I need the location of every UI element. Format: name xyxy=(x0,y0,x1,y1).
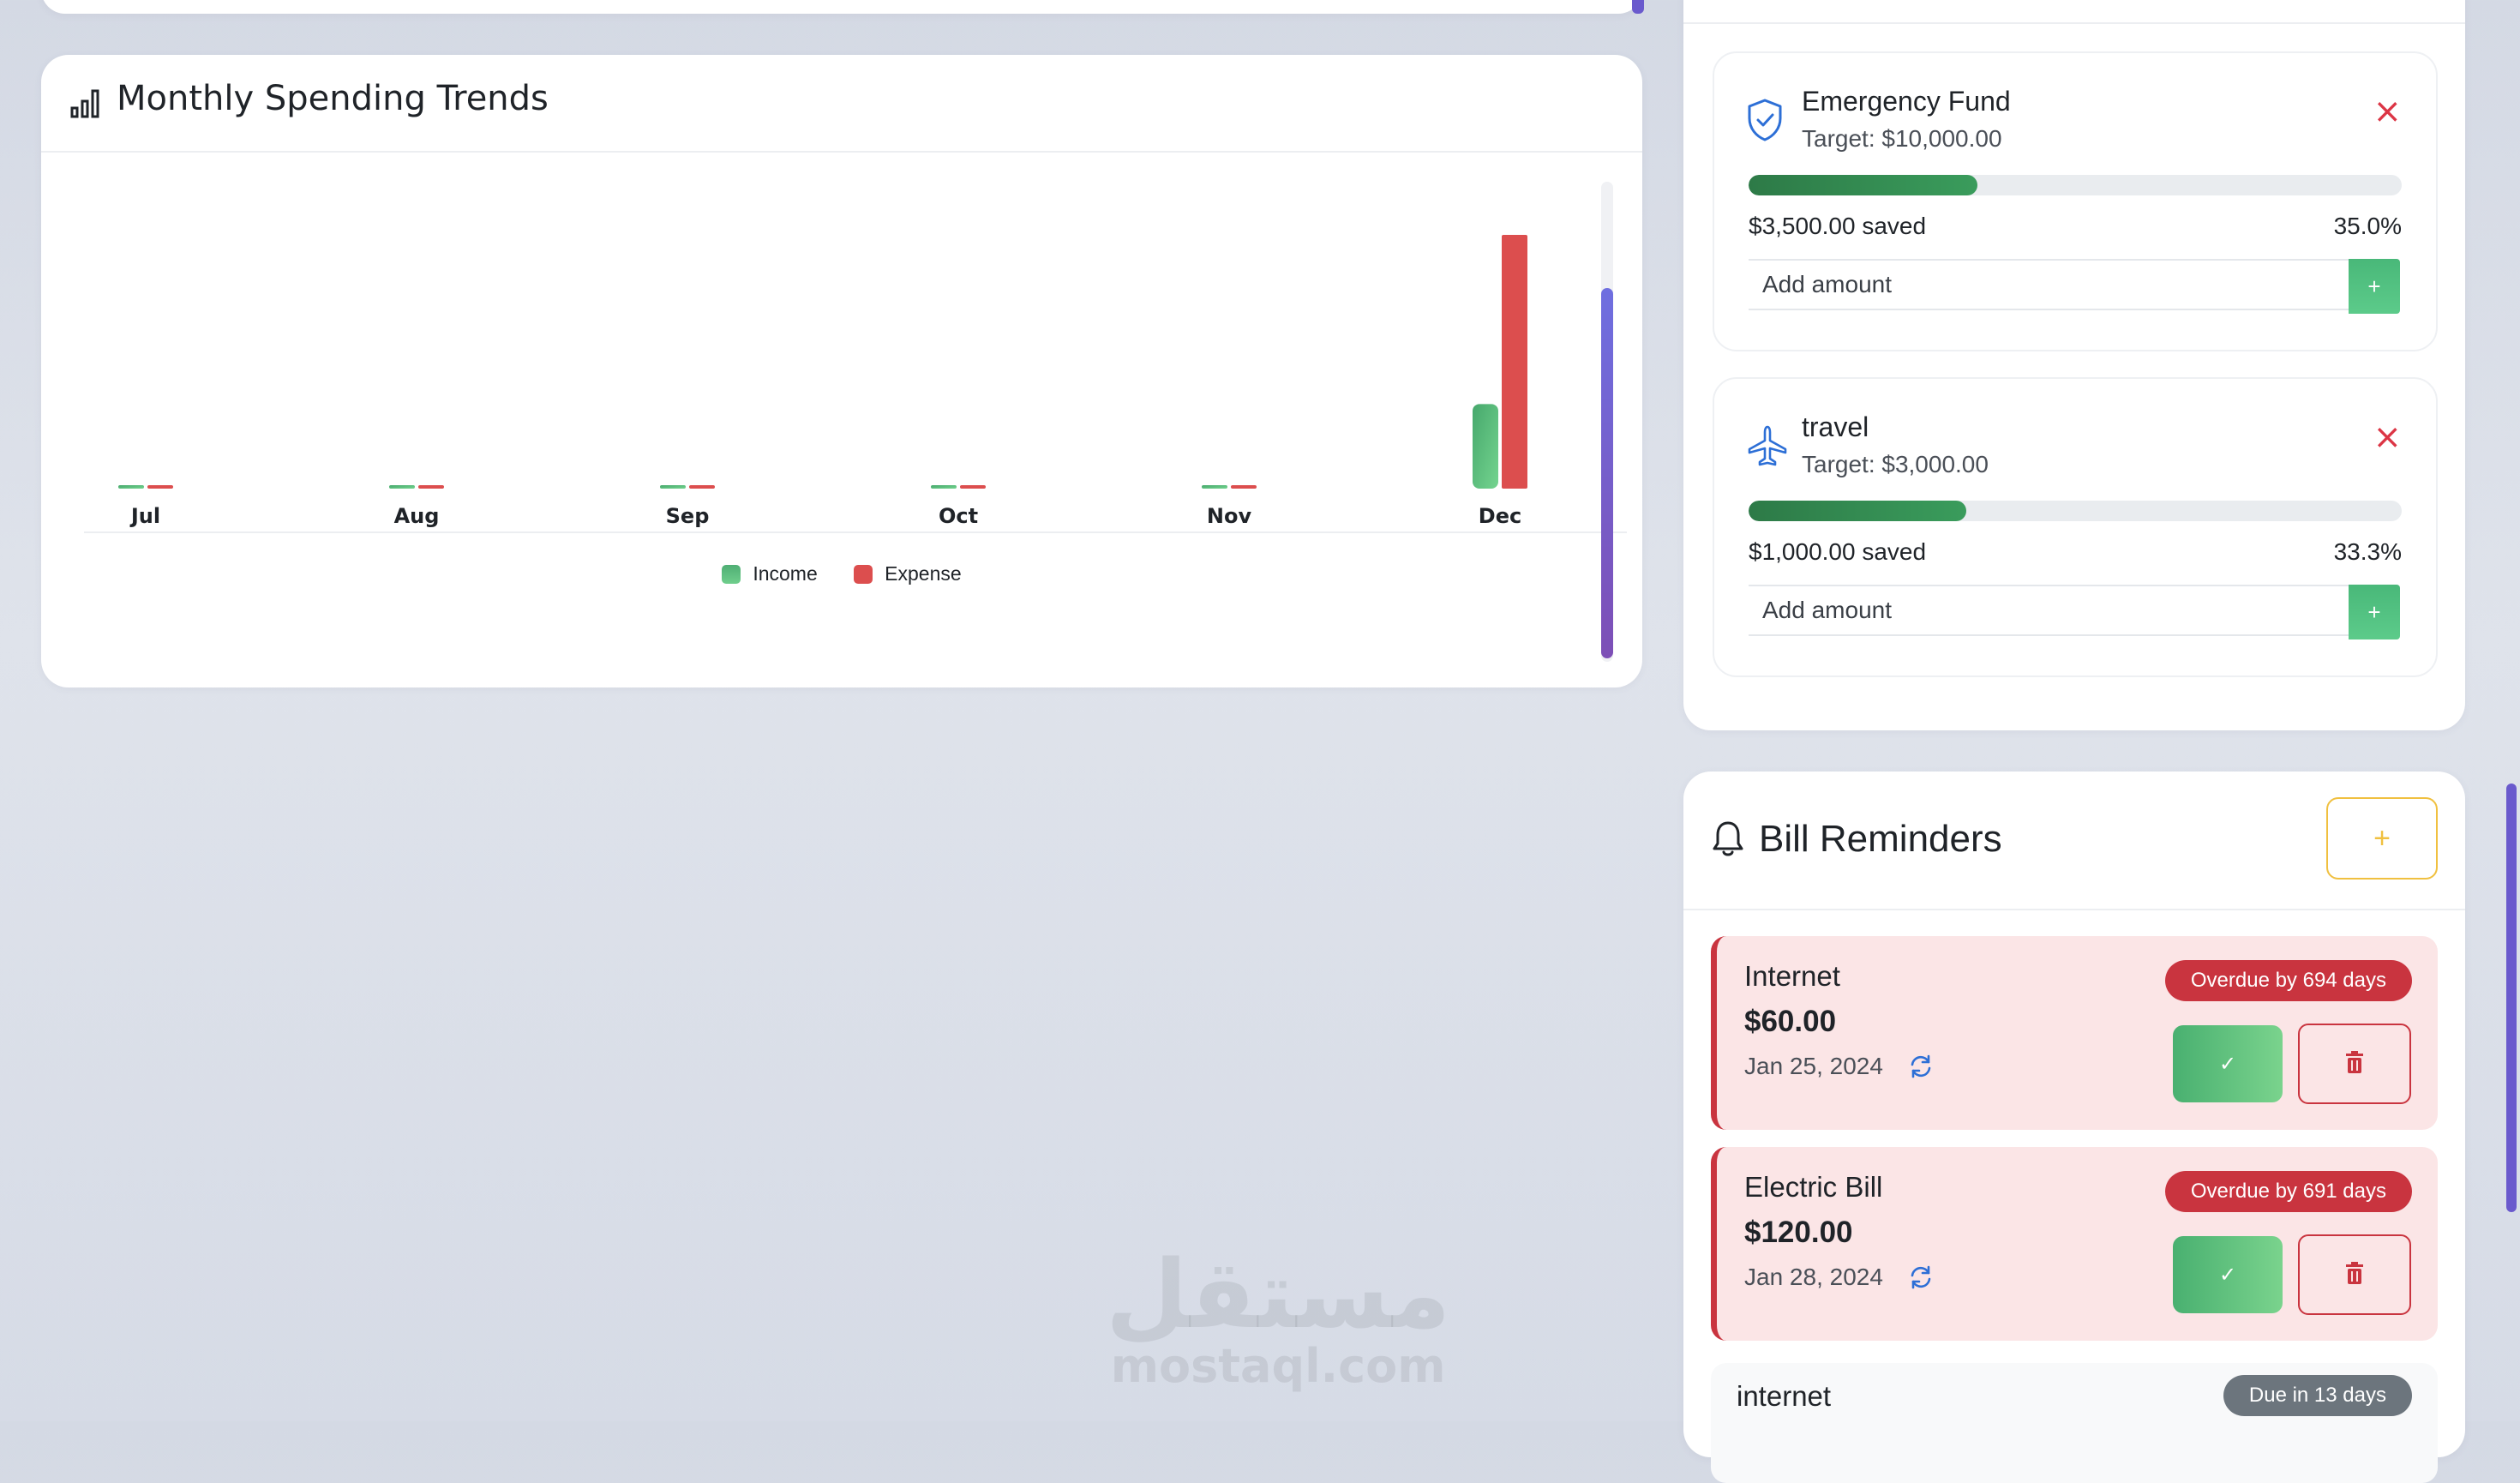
savings-goals-card: Emergency Fund Target: $10,000.00 × $3,5… xyxy=(1683,0,2465,730)
goal-progress-fill xyxy=(1749,175,1977,195)
recurring-icon xyxy=(1907,1053,1935,1084)
trash-icon xyxy=(2344,1261,2365,1288)
mark-paid-button[interactable]: ✓ xyxy=(2173,1236,2283,1313)
x-tick-label: Nov xyxy=(1207,504,1252,528)
goal-target: Target: $10,000.00 xyxy=(1802,125,2002,152)
watermark-arabic: مستقل xyxy=(1106,1240,1451,1349)
airplane-icon xyxy=(1745,423,1790,471)
goal-saved-amount: $3,500.00 saved xyxy=(1749,213,1927,239)
goal-progress-bar xyxy=(1749,501,2402,521)
page-scrollbar-thumb[interactable] xyxy=(2506,784,2517,1212)
spending-bar-chart: Jul Aug Sep Oct Nov Dec xyxy=(118,235,1527,528)
goal-add-amount-button[interactable]: + xyxy=(2349,259,2400,314)
overdue-status-badge: Overdue by 694 days xyxy=(2164,960,2412,1001)
x-tick-label: Oct xyxy=(939,504,978,528)
spending-trends-header: Monthly Spending Trends xyxy=(41,55,1642,153)
delete-bill-button[interactable] xyxy=(2298,1024,2411,1104)
bill-item-internet: Internet $60.00 Jan 25, 2024 Overdue by … xyxy=(1711,936,2438,1130)
goal-progress-fill xyxy=(1749,501,1966,521)
delete-goal-close-icon[interactable]: × xyxy=(2373,92,2402,131)
bar-income-sep[interactable] xyxy=(660,485,686,489)
goal-add-amount-input[interactable] xyxy=(1749,259,2349,310)
bill-name: Electric Bill xyxy=(1744,1171,1883,1203)
goal-add-amount-input[interactable] xyxy=(1749,585,2349,636)
goal-target: Target: $3,000.00 xyxy=(1802,451,1989,477)
legend-income: Income xyxy=(722,562,818,585)
overdue-status-badge: Overdue by 691 days xyxy=(2164,1171,2412,1212)
x-tick-label: Sep xyxy=(666,504,710,528)
bar-expense-jul[interactable] xyxy=(147,485,173,489)
bar-income-nov[interactable] xyxy=(1202,485,1227,489)
x-tick-label: Jul xyxy=(129,504,160,528)
legend-expense-label: Expense xyxy=(885,562,962,585)
goal-name: travel xyxy=(1802,411,1869,442)
bill-name: Internet xyxy=(1744,960,1840,992)
bill-reminders-title: Bill Reminders xyxy=(1759,818,2002,860)
spending-trends-card: Monthly Spending Trends Jul Aug Sep Oct Nov D… xyxy=(41,55,1642,687)
goal-name: Emergency Fund xyxy=(1802,86,2011,117)
chart-legend: Income Expense xyxy=(41,562,1642,589)
goal-item-travel: travel Target: $3,000.00 × $1,000.00 sav… xyxy=(1713,377,2438,677)
spending-trends-title: Monthly Spending Trends xyxy=(117,79,549,118)
due-status-badge: Due in 13 days xyxy=(2223,1375,2412,1416)
bar-expense-aug[interactable] xyxy=(418,485,444,489)
bill-due-date: Jan 25, 2024 xyxy=(1744,1053,1883,1079)
shield-icon xyxy=(1745,98,1785,146)
goal-percent: 35.0% xyxy=(2333,213,2402,239)
delete-bill-button[interactable] xyxy=(2298,1234,2411,1315)
goal-progress-bar xyxy=(1749,175,2402,195)
legend-income-label: Income xyxy=(753,562,818,585)
bill-item-internet-upcoming: internet Due in 13 days xyxy=(1711,1363,2438,1483)
bar-expense-sep[interactable] xyxy=(689,485,715,489)
watermark-latin: mostaql.com xyxy=(1110,1339,1446,1393)
x-tick-label: Dec xyxy=(1479,504,1521,528)
bill-reminders-header: Bill Reminders + xyxy=(1683,772,2465,910)
bar-income-jul[interactable] xyxy=(118,485,144,489)
delete-goal-close-icon[interactable]: × xyxy=(2373,417,2402,457)
bill-amount: $60.00 xyxy=(1744,1005,1837,1038)
add-bill-button[interactable]: + xyxy=(2326,797,2438,880)
chart-divider xyxy=(84,531,1627,533)
bill-amount: $120.00 xyxy=(1744,1216,1853,1249)
bar-expense-dec[interactable] xyxy=(1502,235,1527,489)
goal-percent: 33.3% xyxy=(2333,538,2402,565)
bill-item-electric: Electric Bill $120.00 Jan 28, 2024 Overd… xyxy=(1711,1147,2438,1341)
bell-icon xyxy=(1711,820,1745,862)
legend-income-swatch xyxy=(722,564,741,584)
legend-expense-swatch xyxy=(854,564,873,584)
watermark-logo: مستقل mostaql.com xyxy=(1106,1247,1450,1390)
bar-expense-oct[interactable] xyxy=(960,485,986,489)
x-tick-label: Aug xyxy=(394,504,440,528)
previous-card-scrollbar[interactable] xyxy=(1632,0,1644,14)
trash-icon xyxy=(2344,1050,2365,1078)
bill-reminders-card: Bill Reminders + Internet $60.00 Jan 25,… xyxy=(1683,772,2465,1483)
bar-income-dec[interactable] xyxy=(1473,404,1498,489)
bill-due-date: Jan 28, 2024 xyxy=(1744,1264,1883,1290)
bar-income-oct[interactable] xyxy=(931,485,957,489)
legend-expense: Expense xyxy=(854,562,962,585)
goals-header-divider xyxy=(1683,22,2465,24)
bar-expense-nov[interactable] xyxy=(1231,485,1257,489)
goal-item-emergency-fund: Emergency Fund Target: $10,000.00 × $3,5… xyxy=(1713,51,2438,351)
goal-saved-amount: $1,000.00 saved xyxy=(1749,538,1927,565)
previous-card xyxy=(41,0,1642,14)
bill-name: internet xyxy=(1737,1380,1832,1412)
recurring-icon xyxy=(1907,1264,1935,1294)
bar-chart-icon xyxy=(70,87,103,122)
goal-add-amount-button[interactable]: + xyxy=(2349,585,2400,639)
chart-scrollbar-thumb[interactable] xyxy=(1601,288,1613,658)
mark-paid-button[interactable]: ✓ xyxy=(2173,1025,2283,1102)
bar-income-aug[interactable] xyxy=(389,485,415,489)
